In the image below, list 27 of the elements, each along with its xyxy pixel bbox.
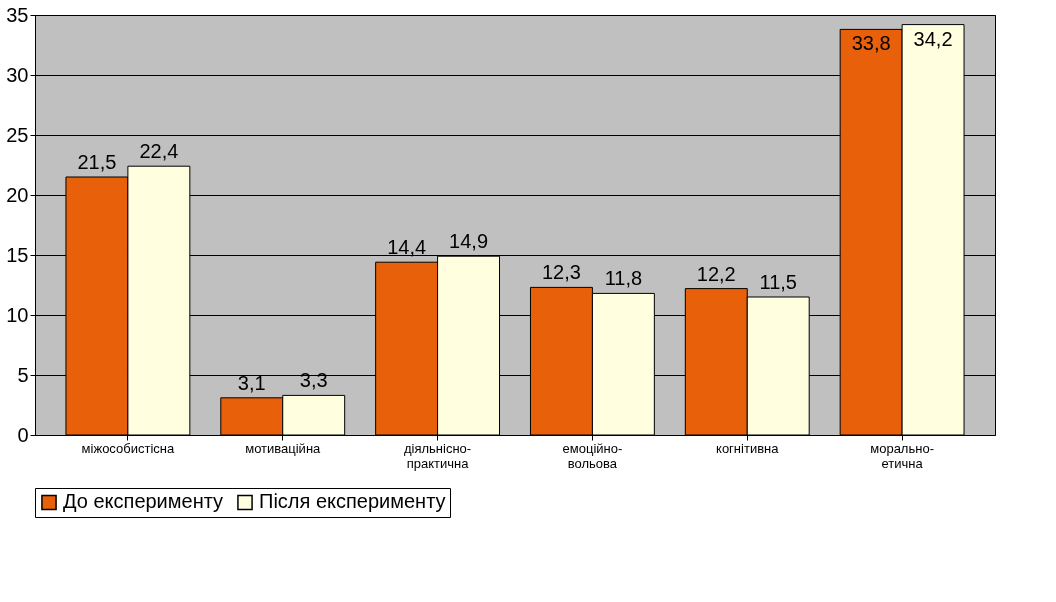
- x-tick-label: емоційно-вольова: [562, 440, 623, 471]
- y-tick-label: 20: [6, 183, 29, 206]
- legend-label: Після експерименту: [259, 490, 446, 513]
- data-label: 21,5: [77, 151, 117, 173]
- x-tick-label: діяльнісно-практична: [403, 440, 472, 471]
- data-label: 3,1: [237, 371, 266, 394]
- y-tick-label: 10: [6, 303, 29, 326]
- y-tick-label: 30: [6, 63, 29, 86]
- x-tick-label: мотиваційна: [245, 440, 322, 456]
- data-label: 22,4: [139, 140, 179, 163]
- y-tick-label: 35: [6, 3, 29, 26]
- y-tick-label: 5: [17, 363, 29, 386]
- data-label: 14,4: [387, 236, 427, 259]
- y-tick-label: 0: [17, 423, 29, 446]
- data-label: 11,5: [759, 271, 797, 293]
- x-tick-label: когнітивна: [716, 440, 780, 456]
- y-tick-label: 25: [6, 123, 29, 146]
- data-label: 33,8: [851, 32, 891, 55]
- x-tick-label: міжособистісна: [81, 440, 175, 456]
- data-label: 12,2: [696, 262, 736, 285]
- data-label: 34,2: [913, 27, 953, 50]
- data-label: 11,8: [604, 267, 643, 290]
- x-tick-label: морально-етична: [870, 440, 934, 471]
- legend-label: До експерименту: [63, 490, 224, 513]
- data-label: 14,9: [449, 230, 489, 253]
- y-tick-label: 15: [6, 243, 29, 266]
- data-label: 12,3: [541, 261, 581, 284]
